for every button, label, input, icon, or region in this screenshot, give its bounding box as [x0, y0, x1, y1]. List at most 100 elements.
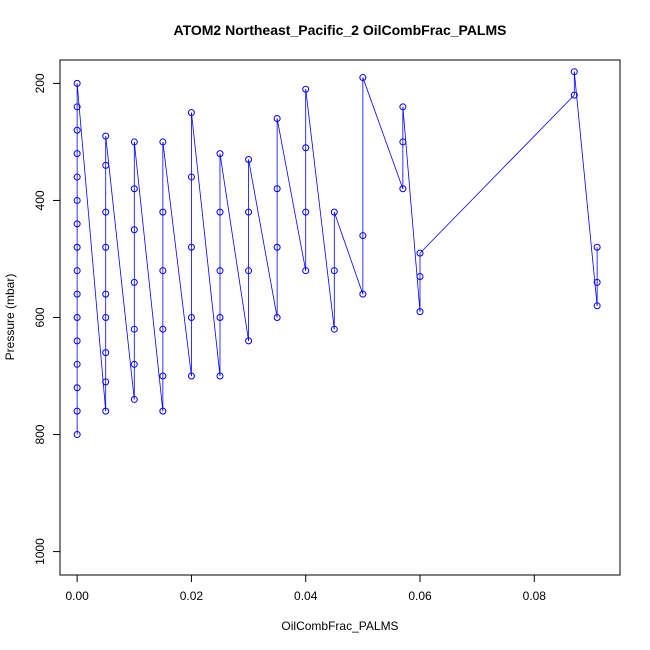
y-axis: 200 400 600 800 1000 — [33, 73, 61, 565]
data-point — [102, 132, 110, 140]
data-point — [216, 267, 224, 275]
x-tick-label: 0.00 — [65, 589, 89, 603]
data-point — [159, 208, 167, 216]
data-point — [245, 208, 253, 216]
data-point — [130, 226, 138, 234]
x-tick-label: 0.06 — [408, 589, 432, 603]
data-point — [102, 407, 110, 415]
data-point — [593, 302, 601, 310]
y-tick-label: 1000 — [33, 538, 47, 565]
y-tick-label: 800 — [33, 424, 47, 444]
data-point — [102, 161, 110, 169]
data-point — [273, 243, 281, 251]
data-point — [73, 103, 81, 111]
data-point — [102, 243, 110, 251]
data-point — [73, 431, 81, 439]
data-point — [273, 314, 281, 321]
data-point — [102, 290, 110, 298]
data-point — [399, 185, 407, 193]
data-point — [273, 115, 281, 123]
data-point — [330, 325, 338, 333]
data-point — [130, 185, 138, 193]
series-line-segment — [133, 141, 164, 412]
plot-points — [73, 68, 601, 439]
data-point — [73, 150, 81, 158]
data-point — [102, 208, 110, 216]
series-line-segment — [276, 118, 307, 271]
y-tick-label: 200 — [33, 73, 47, 93]
series-line-segment — [162, 141, 192, 377]
plot-frame — [59, 59, 621, 576]
data-point — [187, 314, 195, 321]
series-line-segment — [419, 94, 575, 254]
x-axis: 0.00 0.02 0.04 0.06 0.08 — [65, 574, 547, 603]
data-point — [273, 185, 281, 193]
data-point — [187, 109, 195, 117]
series-line-segment — [76, 83, 107, 412]
data-point — [73, 173, 81, 181]
data-point — [416, 308, 424, 316]
series-line-segment — [333, 212, 364, 295]
data-point — [159, 372, 167, 380]
data-point — [102, 378, 110, 386]
data-point — [159, 407, 167, 415]
data-point — [73, 126, 81, 134]
y-tick-label: 600 — [33, 307, 47, 327]
data-point — [187, 243, 195, 251]
data-point — [73, 79, 81, 87]
y-axis-label: Pressure (mbar) — [3, 274, 17, 361]
data-point — [302, 144, 310, 152]
series-line-segment — [573, 71, 598, 306]
data-point — [73, 267, 81, 275]
data-point — [302, 85, 310, 93]
data-point — [216, 372, 224, 380]
data-point — [216, 208, 224, 216]
data-point — [416, 273, 424, 281]
data-point — [245, 267, 253, 275]
series-line-segment — [362, 77, 404, 189]
chart-title: ATOM2 Northeast_Pacific_2 OilCombFrac_PA… — [174, 22, 507, 38]
data-point — [330, 267, 338, 275]
data-point — [73, 384, 81, 392]
data-point — [330, 208, 338, 216]
series-line-segment — [219, 153, 249, 341]
data-point — [102, 314, 110, 321]
data-point — [399, 103, 407, 111]
data-point — [359, 290, 367, 298]
data-point — [159, 325, 167, 333]
y-tick-label: 400 — [33, 190, 47, 210]
data-point — [245, 337, 253, 345]
data-point — [593, 243, 601, 251]
data-point — [570, 91, 578, 99]
series-line-segment — [248, 159, 278, 318]
data-point — [216, 150, 224, 158]
data-point — [130, 325, 138, 333]
data-point — [302, 208, 310, 216]
series-line-segment — [105, 136, 135, 400]
data-point — [187, 372, 195, 380]
x-tick-label: 0.08 — [523, 589, 547, 603]
data-point — [73, 407, 81, 415]
data-point — [359, 232, 367, 240]
data-point — [73, 314, 81, 321]
data-point — [73, 243, 81, 251]
x-tick-label: 0.02 — [180, 589, 204, 603]
data-point — [187, 173, 195, 181]
data-point — [73, 196, 81, 204]
data-point — [73, 337, 81, 345]
data-point — [130, 278, 138, 286]
data-point — [130, 138, 138, 146]
data-point — [130, 395, 138, 403]
data-point — [570, 68, 578, 76]
data-point — [159, 138, 167, 146]
data-point — [102, 349, 110, 357]
data-point — [359, 74, 367, 82]
series-line-segment — [191, 112, 221, 377]
data-point — [73, 290, 81, 298]
data-point — [593, 278, 601, 286]
data-point — [399, 138, 407, 146]
data-point — [245, 155, 253, 163]
data-point — [216, 314, 224, 321]
